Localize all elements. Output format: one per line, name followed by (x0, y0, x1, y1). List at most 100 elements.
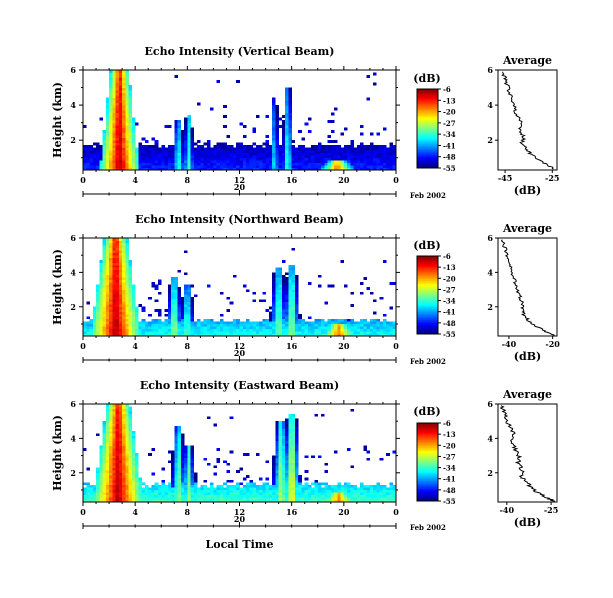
colorbar-swatch (417, 284, 438, 286)
heatmap-cell (187, 450, 191, 454)
heatmap-cell (151, 165, 156, 168)
heatmap-cell (105, 435, 110, 439)
heatmap-cell (128, 457, 133, 461)
heatmap-cell (210, 484, 214, 488)
colorbar-swatch (417, 133, 438, 136)
heatmap-cell (210, 157, 214, 161)
heatmap-cell (171, 455, 175, 459)
heatmap-cell (285, 87, 289, 91)
heatmap-cell (128, 162, 133, 166)
heatmap-cell (148, 489, 152, 493)
heatmap-cell (92, 333, 97, 337)
heatmap-cell (285, 489, 289, 493)
heatmap-cell (259, 152, 263, 156)
heatmap-cell (232, 318, 237, 322)
heatmap-cell (118, 291, 123, 295)
heatmap-cell (203, 326, 208, 329)
heatmap-cell (109, 411, 113, 415)
heatmap-cell (272, 475, 276, 478)
heatmap-cell (272, 284, 276, 288)
heatmap-cell (301, 487, 306, 491)
heatmap-cell (102, 316, 107, 320)
heatmap-cell (154, 155, 159, 158)
heatmap-cell (252, 482, 257, 486)
heatmap-cell (131, 321, 136, 325)
heatmap-cell (291, 445, 296, 449)
heatmap-cell (226, 145, 231, 148)
heatmap-cell (392, 450, 397, 454)
heatmap-cell (187, 462, 191, 466)
heatmap-cell (249, 492, 253, 495)
heatmap-cell (144, 497, 149, 500)
heatmap-cell (249, 160, 253, 163)
heatmap-cell (210, 167, 214, 171)
heatmap-cell (187, 484, 191, 488)
heatmap-cell (317, 494, 322, 498)
heatmap-cell (164, 328, 169, 332)
heatmap-cell (164, 313, 169, 317)
heatmap-cell (226, 150, 231, 153)
heatmap-cell (330, 147, 335, 151)
heatmap-cell (301, 147, 306, 151)
heatmap-cell (281, 487, 286, 491)
heatmap-cell (190, 465, 195, 468)
heatmap-cell (167, 331, 172, 334)
heatmap-cell (206, 416, 211, 419)
heatmap-cell (102, 238, 107, 241)
heatmap-cell (148, 162, 152, 166)
heatmap-cell (301, 328, 306, 332)
y-axis-label: Height (km) (51, 415, 64, 491)
heatmap-cell (187, 470, 191, 473)
heatmap-cell (294, 477, 299, 481)
heatmap-cell (164, 309, 169, 312)
colorbar-swatch (417, 151, 438, 154)
heatmap-cell (115, 428, 120, 432)
heatmap-cell (366, 147, 371, 151)
heatmap-cell (236, 494, 240, 498)
heatmap-cell (216, 155, 221, 158)
colorbar-swatch (417, 493, 438, 496)
heatmap-cell (118, 423, 123, 427)
heatmap-cell (128, 328, 133, 332)
heatmap-cell (360, 323, 364, 327)
heatmap-cell (115, 150, 120, 153)
colorbar-swatch (417, 323, 438, 325)
heatmap-cell (180, 323, 185, 327)
heatmap-cell (144, 155, 149, 158)
heatmap-cell (96, 294, 100, 298)
heatmap-cell (187, 321, 191, 325)
heatmap-cell (298, 318, 302, 322)
heatmap-cell (115, 140, 120, 143)
heatmap-cell (213, 465, 217, 468)
heatmap-cell (122, 404, 126, 407)
heatmap-cell (164, 323, 169, 327)
heatmap-cell (197, 318, 201, 322)
heatmap-cell (180, 460, 185, 464)
heatmap-cell (389, 282, 394, 285)
heatmap-cell (125, 87, 129, 91)
heatmap-cell (288, 110, 292, 113)
heatmap-cell (294, 453, 299, 456)
heatmap-cell (112, 137, 116, 141)
heatmap-cell (275, 269, 279, 273)
heatmap-cell (99, 284, 103, 288)
heatmap-cell (321, 165, 325, 168)
heatmap-cell (102, 157, 107, 161)
heatmap-cell (294, 430, 299, 434)
heatmap-cell (285, 443, 289, 446)
heatmap-cell (242, 145, 247, 148)
heatmap-cell (294, 152, 299, 156)
heatmap-cell (115, 122, 120, 126)
heatmap-cell (112, 494, 116, 498)
heatmap-cell (350, 323, 354, 327)
heatmap-cell (118, 127, 123, 131)
heatmap-cell (102, 448, 107, 451)
heatmap-cell (171, 489, 175, 493)
heatmap-cell (167, 494, 172, 498)
heatmap-cell (131, 489, 136, 493)
heatmap-cell (112, 299, 116, 302)
heatmap-cell (193, 162, 198, 166)
heatmap-cell (138, 165, 142, 168)
heatmap-cell (392, 331, 397, 334)
heatmap-cell (265, 147, 270, 151)
